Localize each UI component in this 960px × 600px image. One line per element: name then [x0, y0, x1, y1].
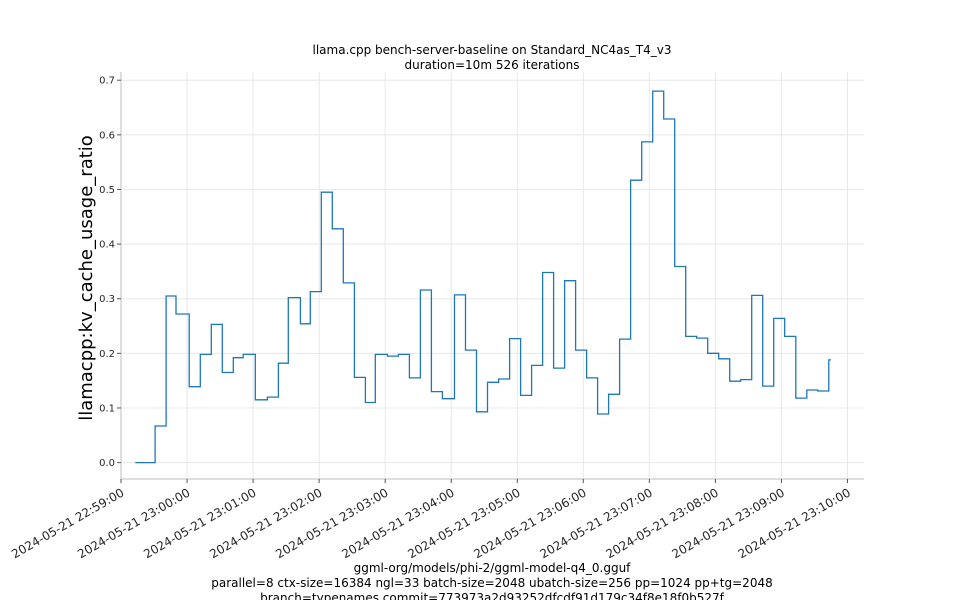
x-tick-label: 2024-05-21 23:08:00	[604, 485, 721, 561]
x-tick-label: 2024-05-21 23:01:00	[141, 485, 258, 561]
chart-subtitle: duration=10m 526 iterations	[405, 58, 580, 72]
x-tick-label: 2024-05-21 23:03:00	[273, 485, 390, 561]
y-tick-label: 0.3	[99, 294, 115, 305]
x-tick-label: 2024-05-21 23:10:00	[736, 485, 853, 561]
y-tick-label: 0.2	[99, 349, 115, 360]
x-tick-label: 2024-05-21 22:59:00	[9, 485, 126, 561]
caption-model: ggml-org/models/phi-2/ggml-model-q4_0.gg…	[354, 561, 632, 575]
x-tick-label: 2024-05-21 23:06:00	[471, 485, 588, 561]
chart-title: llama.cpp bench-server-baseline on Stand…	[313, 43, 672, 57]
x-tick-label: 2024-05-21 23:09:00	[670, 485, 787, 561]
y-tick-label: 0.1	[99, 403, 115, 414]
x-tick-label: 2024-05-21 23:05:00	[405, 485, 522, 561]
y-tick-label: 0.0	[99, 458, 115, 469]
y-tick-label: 0.4	[99, 240, 115, 251]
series-group	[135, 90, 831, 464]
y-axis-label: llamacpp:kv_cache_usage_ratio	[76, 135, 97, 421]
y-tick-label: 0.5	[99, 185, 115, 196]
grid	[120, 72, 864, 479]
x-tick-label: 2024-05-21 23:00:00	[75, 485, 192, 561]
series-line	[135, 90, 831, 464]
y-axis-ticks: 0.0 0.1 0.2 0.3 0.4 0.5 0.6 0.7	[99, 76, 121, 469]
x-tick-label: 2024-05-21 23:07:00	[537, 485, 654, 561]
axes	[120, 72, 864, 480]
y-tick-label: 0.7	[99, 76, 115, 87]
caption-params: parallel=8 ctx-size=16384 ngl=33 batch-s…	[211, 576, 772, 590]
x-tick-label: 2024-05-21 23:02:00	[207, 485, 324, 561]
y-tick-label: 0.6	[99, 130, 115, 141]
x-tick-label: 2024-05-21 23:04:00	[339, 485, 456, 561]
caption-branch: branch=typenames commit=773973a2d93252df…	[260, 591, 725, 600]
